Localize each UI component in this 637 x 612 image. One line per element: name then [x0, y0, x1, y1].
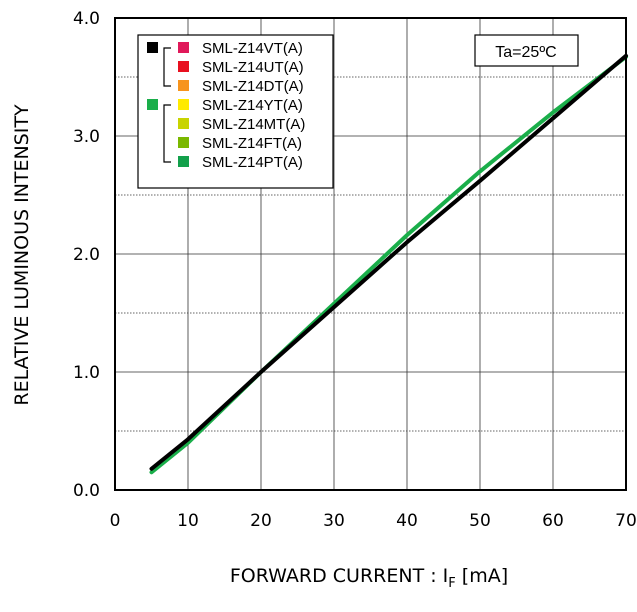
x-axis-title: FORWARD CURRENT : IF [mA]	[230, 565, 508, 591]
legend-label: SML-Z14PT(A)	[202, 154, 303, 171]
legend-swatch	[178, 99, 189, 110]
x-tick-label: 0	[110, 511, 121, 531]
x-tick-label: 70	[615, 511, 637, 531]
legend-label: SML-Z14FT(A)	[202, 135, 302, 152]
series-line-2	[149, 53, 628, 471]
y-tick-label: 1.0	[73, 363, 100, 383]
y-axis-title: RELATIVE LUMINOUS INTENSITY	[11, 104, 33, 406]
x-tick-label: 20	[250, 511, 272, 531]
legend-swatch	[178, 137, 189, 148]
series-line-1	[149, 54, 628, 475]
x-tick-label: 60	[542, 511, 564, 531]
legend-bracket	[163, 47, 171, 87]
legend-label: SML-Z14DT(A)	[202, 78, 304, 95]
legend-swatch	[178, 61, 189, 72]
x-tick-label: 30	[323, 511, 345, 531]
y-tick-label: 4.0	[73, 9, 100, 29]
x-tick-labels: 0 10 20 30 40 50 60 70	[110, 511, 637, 531]
annotation-text: Ta=25ºC	[495, 44, 556, 61]
x-axis-title-main: FORWARD CURRENT : I	[230, 565, 448, 587]
legend-swatch	[178, 42, 189, 53]
legend-swatch	[178, 156, 189, 167]
legend-bracket	[163, 104, 171, 163]
y-tick-label: 0.0	[73, 481, 100, 501]
legend-label: SML-Z14MT(A)	[202, 116, 305, 133]
legend-label: SML-Z14UT(A)	[202, 59, 304, 76]
x-tick-label: 50	[469, 511, 491, 531]
legend-swatch	[178, 80, 189, 91]
x-axis-title-subscript: F	[448, 576, 455, 591]
y-tick-labels: 0.0 1.0 2.0 3.0 4.0	[73, 9, 100, 501]
legend-label: SML-Z14VT(A)	[202, 40, 303, 57]
annotation-box: Ta=25ºC	[474, 34, 579, 67]
legend-label: SML-Z14YT(A)	[202, 97, 303, 114]
legend-swatch	[178, 118, 189, 129]
y-tick-label: 3.0	[73, 127, 100, 147]
plot-frame	[114, 17, 627, 491]
x-tick-label: 40	[396, 511, 418, 531]
series-layer	[149, 53, 628, 475]
legend-group-marker	[147, 99, 158, 110]
legend-group-marker	[147, 42, 158, 53]
y-tick-label: 2.0	[73, 245, 100, 265]
x-tick-label: 10	[177, 511, 199, 531]
x-axis-title-unit: [mA]	[456, 565, 508, 587]
legend: SML-Z14VT(A) SML-Z14UT(A) SML-Z14DT(A) SML-…	[137, 34, 334, 189]
